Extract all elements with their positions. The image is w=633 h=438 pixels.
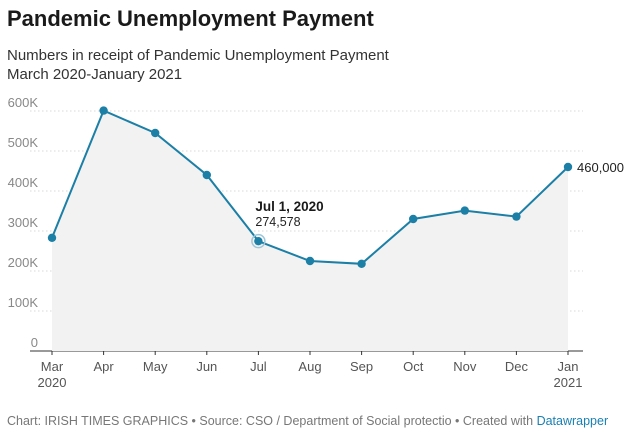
- markers-layer: [47, 106, 573, 268]
- x-tick-sublabel: 2021: [554, 375, 583, 390]
- x-tick-label: Dec: [505, 359, 529, 374]
- data-point[interactable]: [512, 212, 521, 221]
- chart-title: Pandemic Unemployment Payment: [7, 6, 374, 31]
- chart-footer: Chart: IRISH TIMES GRAPHICS • Source: CS…: [7, 414, 608, 428]
- x-tick-label: May: [143, 359, 168, 374]
- x-tick-label: Jul: [250, 359, 267, 374]
- x-tick-label: Aug: [298, 359, 321, 374]
- y-tick-label: 300K: [8, 215, 39, 230]
- x-tick-label: Nov: [453, 359, 477, 374]
- x-tick-sublabel: 2020: [38, 375, 67, 390]
- subtitle-line-2: March 2020-January 2021: [7, 66, 183, 83]
- data-point[interactable]: [151, 128, 160, 138]
- data-point[interactable]: [202, 170, 211, 180]
- data-point[interactable]: [460, 206, 469, 215]
- footer-source: Chart: IRISH TIMES GRAPHICS • Source: CS…: [7, 414, 534, 428]
- x-tick-label: Sep: [350, 359, 373, 374]
- end-value-label: 460,000: [577, 160, 624, 175]
- y-tick-label: 100K: [8, 295, 39, 310]
- chart-subtitle: Numbers in receipt of Pandemic Unemploym…: [7, 46, 389, 84]
- x-tick-label: Jun: [196, 359, 217, 374]
- annotation-title: Jul 1, 2020: [255, 199, 323, 214]
- x-tick-label: Jan: [558, 359, 579, 374]
- highlight-ring: [251, 233, 266, 249]
- datawrapper-link[interactable]: Datawrapper: [536, 414, 609, 428]
- area-fill: [52, 110, 568, 351]
- y-tick-label: 400K: [8, 175, 39, 190]
- y-tick-label: 600K: [8, 95, 39, 110]
- annotation-value: 274,578: [255, 215, 300, 229]
- data-point[interactable]: [563, 162, 573, 172]
- y-tick-label: 200K: [8, 255, 39, 270]
- x-tick-label: Apr: [93, 359, 114, 374]
- data-point[interactable]: [305, 256, 315, 266]
- data-point[interactable]: [409, 214, 418, 224]
- x-tick-label: Mar: [41, 359, 64, 374]
- subtitle-line-1: Numbers in receipt of Pandemic Unemploym…: [7, 47, 389, 64]
- y-tick-label: 0: [31, 335, 38, 350]
- data-point[interactable]: [254, 236, 263, 246]
- data-point[interactable]: [99, 106, 108, 115]
- data-point[interactable]: [47, 233, 57, 242]
- x-tick-label: Oct: [403, 359, 424, 374]
- y-tick-label: 500K: [8, 135, 39, 150]
- data-point[interactable]: [357, 259, 366, 268]
